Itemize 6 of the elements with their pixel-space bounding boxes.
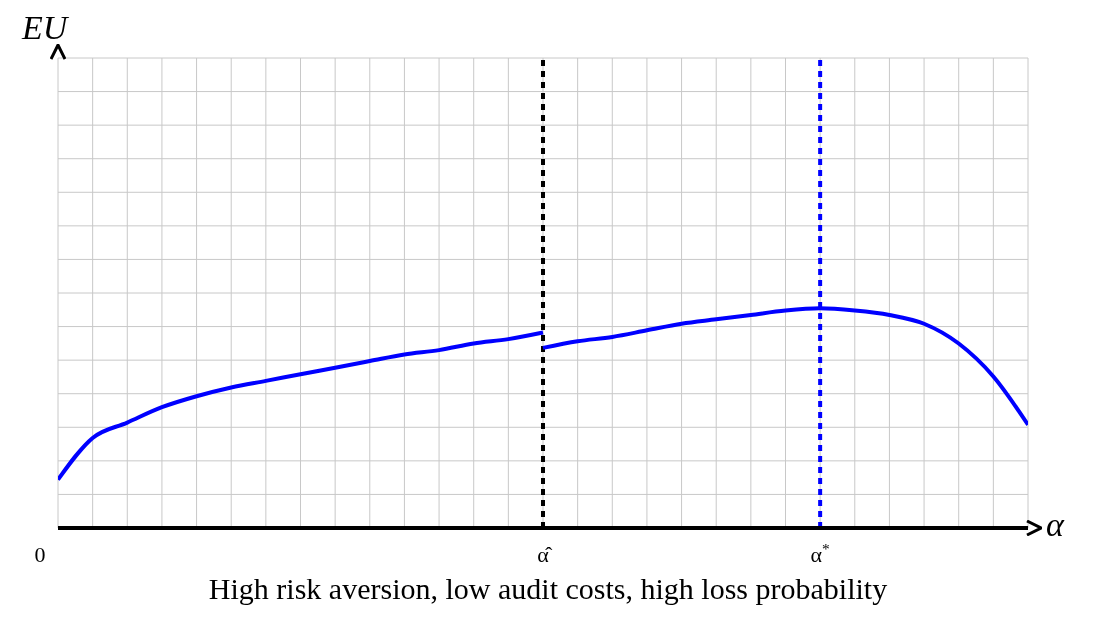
x-tick-label: 0: [34, 542, 46, 567]
text: High risk aversion, low audit costs, high loss probability: [207, 572, 889, 606]
x-axis-title: α: [1046, 506, 1064, 544]
x-tick-label: α̂: [537, 542, 553, 567]
x-tick-label: α$^{*}$: [810, 539, 830, 567]
text: EU: [22, 9, 68, 46]
